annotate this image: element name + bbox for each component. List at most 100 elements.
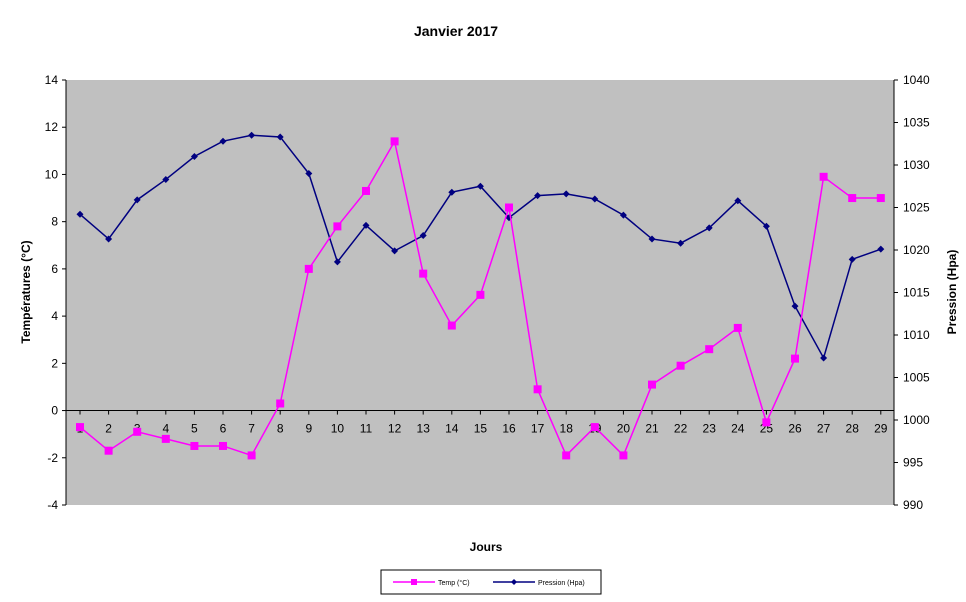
x-tick-label: 16	[502, 422, 516, 436]
temp-point	[876, 194, 885, 203]
x-tick-label: 17	[531, 422, 545, 436]
pression-point	[820, 354, 828, 362]
temp-point	[733, 323, 742, 332]
temp-point	[476, 290, 485, 299]
x-tick-label: 15	[474, 422, 488, 436]
pression-point	[333, 258, 341, 266]
temp-point	[362, 186, 370, 195]
pression-point	[362, 221, 370, 229]
x-tick-label: 10	[331, 422, 345, 436]
y-right-tick-label: 1010	[903, 328, 930, 342]
temp-point	[676, 361, 685, 370]
temp-point	[419, 269, 428, 278]
temp-point	[619, 451, 628, 460]
y-left-tick-label: 10	[45, 167, 59, 181]
x-tick-label: 27	[817, 422, 831, 436]
x-tick-label: 28	[846, 422, 860, 436]
pression-point	[305, 170, 313, 177]
y-left-tick-label: 2	[51, 356, 58, 370]
temp-point	[247, 451, 256, 460]
pression-point	[591, 195, 599, 203]
x-tick-label: 14	[445, 422, 459, 436]
y-left-tick-label: 8	[51, 215, 58, 229]
pression-point	[76, 210, 84, 218]
x-tick-label: 18	[560, 422, 574, 436]
temp-point	[133, 427, 142, 436]
pression-point	[762, 222, 770, 230]
pression-point	[791, 302, 799, 310]
pression-point	[448, 188, 456, 196]
x-tick-label: 4	[162, 422, 169, 436]
y-right-tick-label: 995	[903, 456, 923, 470]
temp-point	[161, 434, 170, 443]
x-tick-label: 8	[277, 422, 284, 436]
legend-label-pression: Pression (Hpa)	[538, 580, 585, 587]
y-right-tick-label: 1035	[903, 116, 930, 130]
x-tick-label: 23	[703, 422, 717, 436]
legend-label-temp: Temp (°C)	[438, 579, 470, 587]
temp-point	[791, 354, 799, 363]
x-tick-label: 13	[417, 422, 431, 436]
legend-marker-pression	[511, 579, 517, 585]
x-tick-label: 12	[388, 422, 402, 436]
y-left-tick-label: 4	[51, 309, 58, 323]
pression-point	[734, 197, 742, 205]
x-tick-label: 26	[788, 422, 802, 436]
temp-point	[190, 441, 199, 450]
pression-point	[677, 239, 685, 247]
pression-point	[562, 190, 570, 198]
x-tick-label: 5	[191, 422, 198, 436]
x-tick-label: 21	[645, 422, 659, 436]
pression-point	[476, 182, 484, 190]
legend: Temp (°C) Pression (Hpa)	[380, 569, 602, 595]
pression-point	[619, 211, 627, 219]
y-left-tick-label: 14	[45, 73, 59, 87]
legend-marker-temp	[411, 579, 417, 585]
series-layer	[76, 131, 885, 460]
pression-point	[534, 192, 542, 200]
temp-point	[447, 321, 456, 330]
temp-point	[848, 194, 857, 203]
pression-point	[276, 133, 284, 141]
temp-point	[76, 423, 84, 432]
pression-point	[419, 232, 427, 240]
y-right-tick-label: 990	[903, 498, 923, 512]
y-axis-right-title: Pression (Hpa)	[945, 250, 959, 335]
pression-point	[133, 196, 141, 204]
temp-point	[705, 345, 714, 354]
temp-point	[648, 380, 656, 389]
y-right-tick-label: 1015	[903, 286, 930, 300]
x-tick-label: 20	[617, 422, 631, 436]
x-axis-ticks: 1234567891011121314151617181920212223242…	[77, 410, 888, 436]
temp-point	[390, 137, 399, 146]
y-left-tick-label: -2	[47, 451, 58, 465]
pression-point	[877, 245, 885, 253]
temp-point	[219, 441, 227, 450]
x-tick-label: 9	[305, 422, 312, 436]
pression-point	[648, 235, 656, 243]
y-right-tick-label: 1040	[903, 73, 930, 87]
pression-point	[162, 175, 170, 183]
y-right-tick-label: 1000	[903, 413, 930, 427]
y-left-tick-label: 0	[51, 404, 58, 418]
temp-point	[533, 385, 542, 394]
y-left-tick-label: 6	[51, 262, 58, 276]
x-tick-label: 6	[220, 422, 227, 436]
y-right-tick-label: 1020	[903, 243, 930, 257]
pression-point	[105, 235, 113, 243]
y-axis-left-title: Températures (°C)	[19, 240, 33, 343]
chart-title: Janvier 2017	[414, 23, 498, 39]
temp-point	[562, 451, 571, 460]
pression-point	[848, 255, 856, 263]
temp-point	[333, 222, 342, 231]
x-tick-label: 7	[248, 422, 255, 436]
temp-point	[276, 399, 285, 408]
right-axis-ticks: 990 995 1000 1005 1010 1015 1020 1025 1030 1035 10…	[894, 73, 930, 512]
y-right-tick-label: 1030	[903, 158, 930, 172]
temp-point	[505, 203, 513, 212]
x-tick-label: 11	[360, 422, 373, 436]
pression-point	[219, 137, 227, 145]
x-tick-label: 2	[105, 422, 112, 436]
temp-point	[762, 418, 771, 427]
